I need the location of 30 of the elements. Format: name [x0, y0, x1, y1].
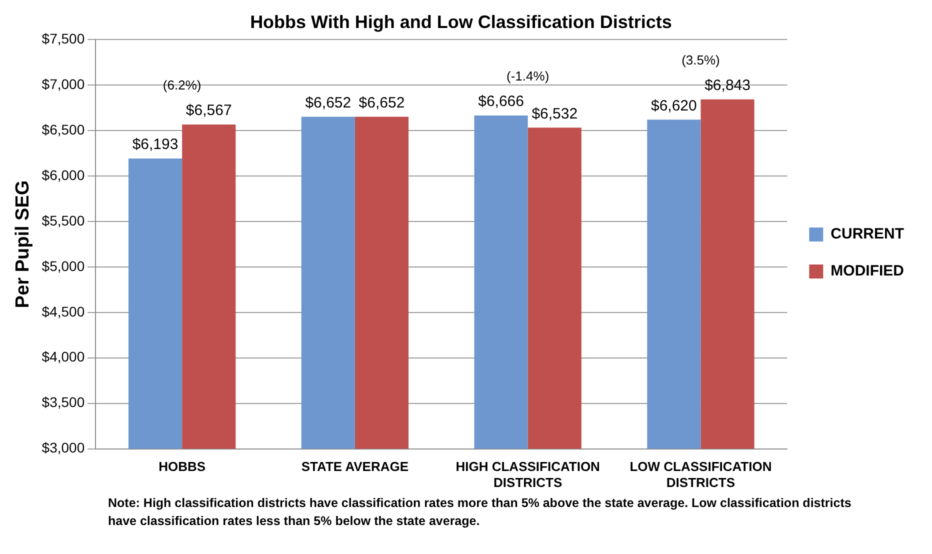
y-tick-label: $3,000 — [42, 440, 85, 456]
annotation: (-1.4%) — [506, 68, 550, 84]
data-label: $6,532 — [532, 105, 578, 122]
x-tick-label: HOBBS — [158, 459, 206, 474]
x-tick-label: STATE AVERAGE — [301, 459, 409, 474]
x-tick-label: HIGH CLASSIFICATION DISTRICTS — [456, 459, 600, 490]
text: Note: High classification districts have classification rates more than 5% above the state average. Low classification districts have classification rates less than 5% below the state average. — [107, 495, 852, 530]
legend-label: CURRENT — [830, 226, 904, 243]
annotation: (6.2%) — [162, 78, 202, 93]
legend-label: MODIFIED — [830, 262, 904, 280]
y-tick-label: $7,000 — [42, 76, 85, 92]
data-label: $6,620 — [650, 97, 697, 114]
y-tick-label: $5,000 — [42, 258, 85, 274]
annotation: (3.5%) — [682, 52, 720, 68]
y-tick-label: $7,500 — [42, 30, 85, 46]
data-label: $6,193 — [132, 136, 178, 154]
data-label: $6,666 — [478, 93, 524, 110]
data-label: $6,567 — [186, 102, 232, 120]
y-tick-label: $5,500 — [42, 212, 85, 228]
x-tick-label: LOW CLASSIFICATION DISTRICTS — [630, 459, 772, 490]
y-tick-label: $3,500 — [42, 394, 85, 410]
data-label: $6,652 — [358, 94, 405, 112]
data-label: $6,652 — [305, 94, 352, 112]
y-tick-label: $6,500 — [42, 121, 85, 138]
data-label: $6,843 — [704, 76, 750, 94]
y-tick-label: $4,000 — [42, 348, 85, 365]
y-axis-title: Per Pupil SEG — [12, 180, 34, 308]
y-tick-label: $4,500 — [42, 303, 85, 320]
chart-title: Hobbs With High and Low Classification Districts — [250, 12, 672, 32]
y-tick-label: $6,000 — [42, 166, 85, 183]
